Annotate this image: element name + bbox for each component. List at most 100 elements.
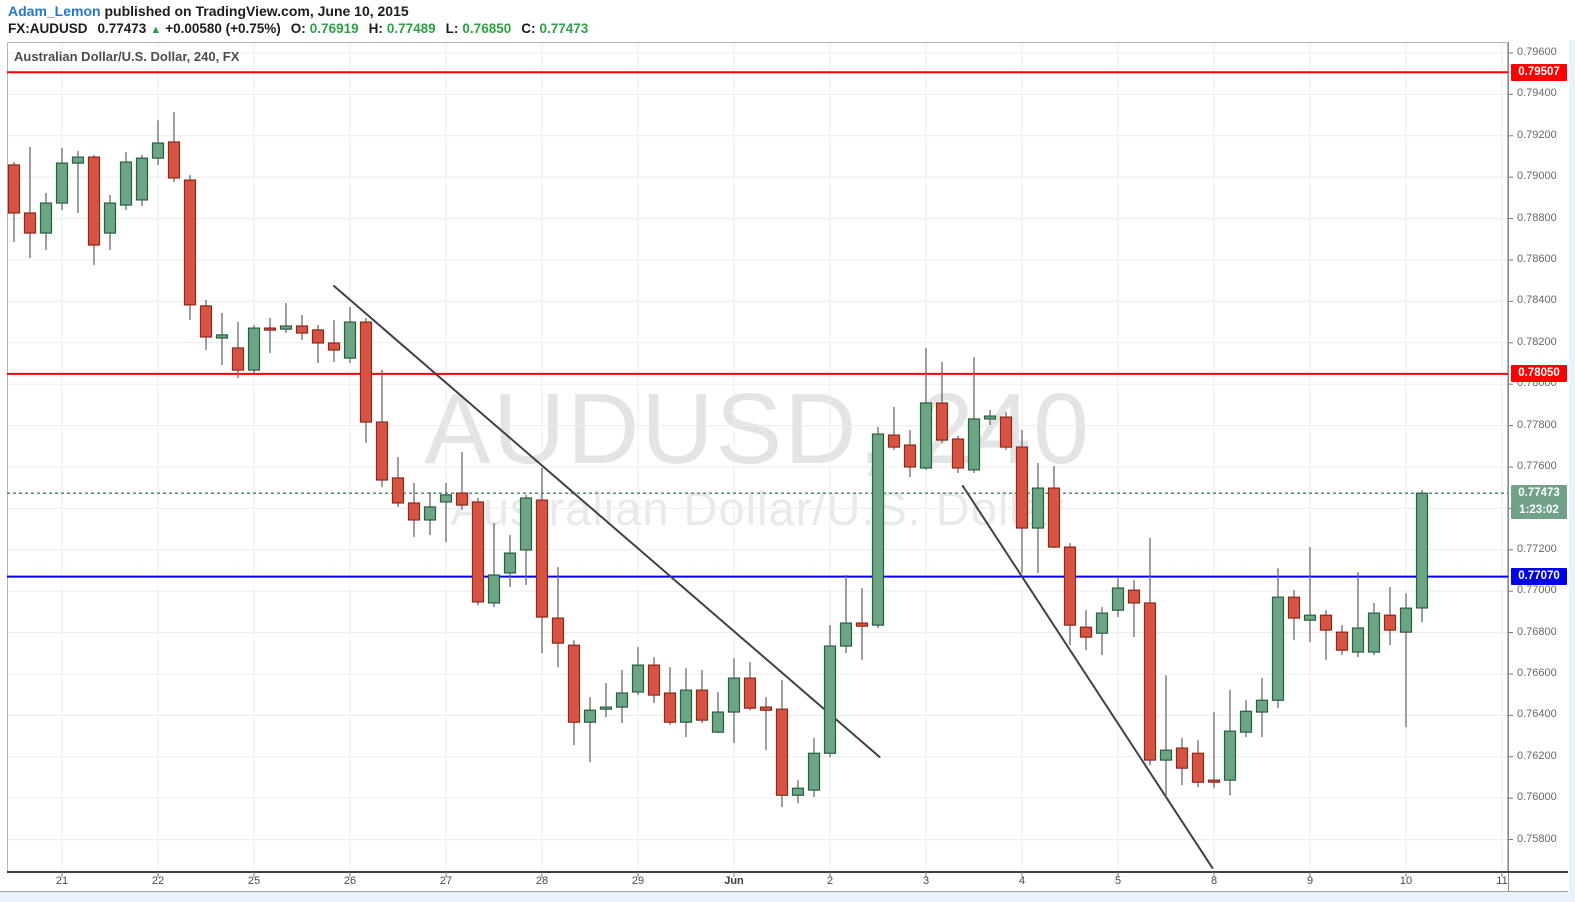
candle-up bbox=[1303, 547, 1317, 643]
candle-down bbox=[1191, 740, 1205, 788]
candle-up bbox=[807, 738, 821, 798]
candle-body bbox=[327, 342, 341, 351]
candle-up bbox=[1255, 678, 1269, 738]
price-tick-label: 0.79400 bbox=[1517, 87, 1557, 100]
candle-up bbox=[599, 683, 613, 718]
last-price-label: 0.77473 bbox=[1511, 484, 1567, 502]
candle-body bbox=[791, 787, 805, 796]
time-axis[interactable]: 21 22 25 26 27 28 29 Jun 2 3 4 5 8 9 10 11 bbox=[0, 872, 1568, 891]
candle-body bbox=[295, 325, 309, 334]
candle-up bbox=[983, 410, 997, 425]
candle-body bbox=[151, 142, 165, 159]
candle-up bbox=[583, 697, 597, 763]
candle-up bbox=[839, 575, 853, 654]
candle-body bbox=[199, 305, 213, 338]
time-axis-label: 29 bbox=[631, 875, 645, 887]
candle-up bbox=[151, 120, 165, 165]
candle-up bbox=[487, 523, 501, 608]
time-axis-label: 21 bbox=[55, 875, 69, 887]
time-axis-label: 27 bbox=[439, 875, 453, 887]
candle-down bbox=[471, 498, 485, 606]
candles bbox=[7, 112, 1429, 808]
candle-body bbox=[1191, 752, 1205, 783]
trend-line-2[interactable] bbox=[961, 485, 1214, 869]
candle-body bbox=[1367, 612, 1381, 653]
candle-body bbox=[407, 502, 421, 521]
candle-down bbox=[535, 468, 549, 654]
candle-down bbox=[935, 362, 949, 443]
candle-body bbox=[1031, 487, 1045, 529]
price-axis[interactable]: 0.79600 0.79400 0.79200 0.79000 0.78800 0.786… bbox=[1508, 42, 1569, 891]
time-axis-label: 3 bbox=[922, 875, 930, 887]
candle-body bbox=[455, 492, 469, 506]
publish-byline: Adam_Lemon published on TradingView.com,… bbox=[8, 3, 409, 19]
candle-down bbox=[1383, 587, 1397, 646]
candle-body bbox=[391, 477, 405, 504]
candle-body bbox=[1383, 614, 1397, 631]
candle-up bbox=[1271, 568, 1285, 709]
trend-line-1[interactable] bbox=[333, 285, 881, 758]
candle-body bbox=[343, 321, 357, 359]
candle-down bbox=[647, 657, 661, 703]
candle-up bbox=[503, 535, 517, 588]
candle-body bbox=[823, 645, 837, 754]
candle-body bbox=[1063, 546, 1077, 626]
ohlc-label: L: bbox=[445, 21, 459, 36]
plot-border bbox=[7, 42, 1508, 872]
candle-body bbox=[519, 497, 533, 551]
candle-down bbox=[743, 662, 757, 711]
candle-body bbox=[7, 164, 21, 214]
candle-up bbox=[119, 152, 133, 211]
horizontal-lines bbox=[7, 71, 1508, 578]
candle-body bbox=[935, 402, 949, 441]
candle-body bbox=[471, 501, 485, 603]
candle-up bbox=[215, 312, 229, 366]
candle-body bbox=[1015, 446, 1029, 529]
candle-up bbox=[439, 482, 453, 543]
candle-body bbox=[631, 664, 645, 693]
price-tick-label: 0.76000 bbox=[1517, 791, 1557, 804]
price-tick-label: 0.75800 bbox=[1517, 832, 1557, 845]
candle-body bbox=[247, 327, 261, 371]
candle-body bbox=[727, 677, 741, 713]
time-axis-label: 2 bbox=[826, 875, 834, 887]
candle-body bbox=[423, 506, 437, 521]
candle-up bbox=[247, 324, 261, 373]
page-margin-bottom bbox=[0, 892, 1575, 902]
price-tick-label: 0.78600 bbox=[1517, 252, 1557, 265]
candle-body bbox=[359, 321, 373, 423]
candle-body bbox=[87, 156, 101, 246]
candle-down bbox=[887, 406, 901, 450]
price-tick-label: 0.78400 bbox=[1517, 294, 1557, 307]
candle-body bbox=[871, 433, 885, 626]
candle-body bbox=[263, 327, 277, 331]
candle-body bbox=[1255, 699, 1269, 713]
candle-up bbox=[711, 691, 725, 734]
candle-up bbox=[135, 155, 149, 206]
candle-body bbox=[1159, 749, 1173, 761]
candle-up bbox=[1223, 690, 1237, 796]
author-link[interactable]: Adam_Lemon bbox=[8, 3, 101, 19]
candle-down bbox=[1047, 466, 1061, 549]
candle-down bbox=[1079, 610, 1093, 651]
candle-down bbox=[1063, 543, 1077, 646]
candle-down bbox=[1175, 738, 1189, 786]
ohlc-value: 0.76850 bbox=[462, 21, 512, 36]
gridlines bbox=[7, 42, 1508, 872]
price-tick-label: 0.76200 bbox=[1517, 749, 1557, 762]
candle-body bbox=[1319, 614, 1333, 631]
time-axis-label: 9 bbox=[1306, 875, 1314, 887]
candle-body bbox=[1303, 614, 1317, 621]
candle-down bbox=[375, 369, 389, 488]
ohlc-label: H: bbox=[368, 21, 383, 36]
candle-down bbox=[263, 317, 277, 353]
candle-body bbox=[1351, 627, 1365, 653]
ohlc-values: O: 0.76919 H: 0.77489 L: 0.76850 C: 0.77473 bbox=[285, 21, 593, 36]
candle-body bbox=[695, 689, 709, 721]
candle-down bbox=[167, 112, 181, 182]
candle-body bbox=[1415, 492, 1429, 609]
candle-down bbox=[695, 670, 709, 724]
candle-body bbox=[1175, 747, 1189, 769]
up-arrow-icon: ▲ bbox=[150, 24, 162, 36]
